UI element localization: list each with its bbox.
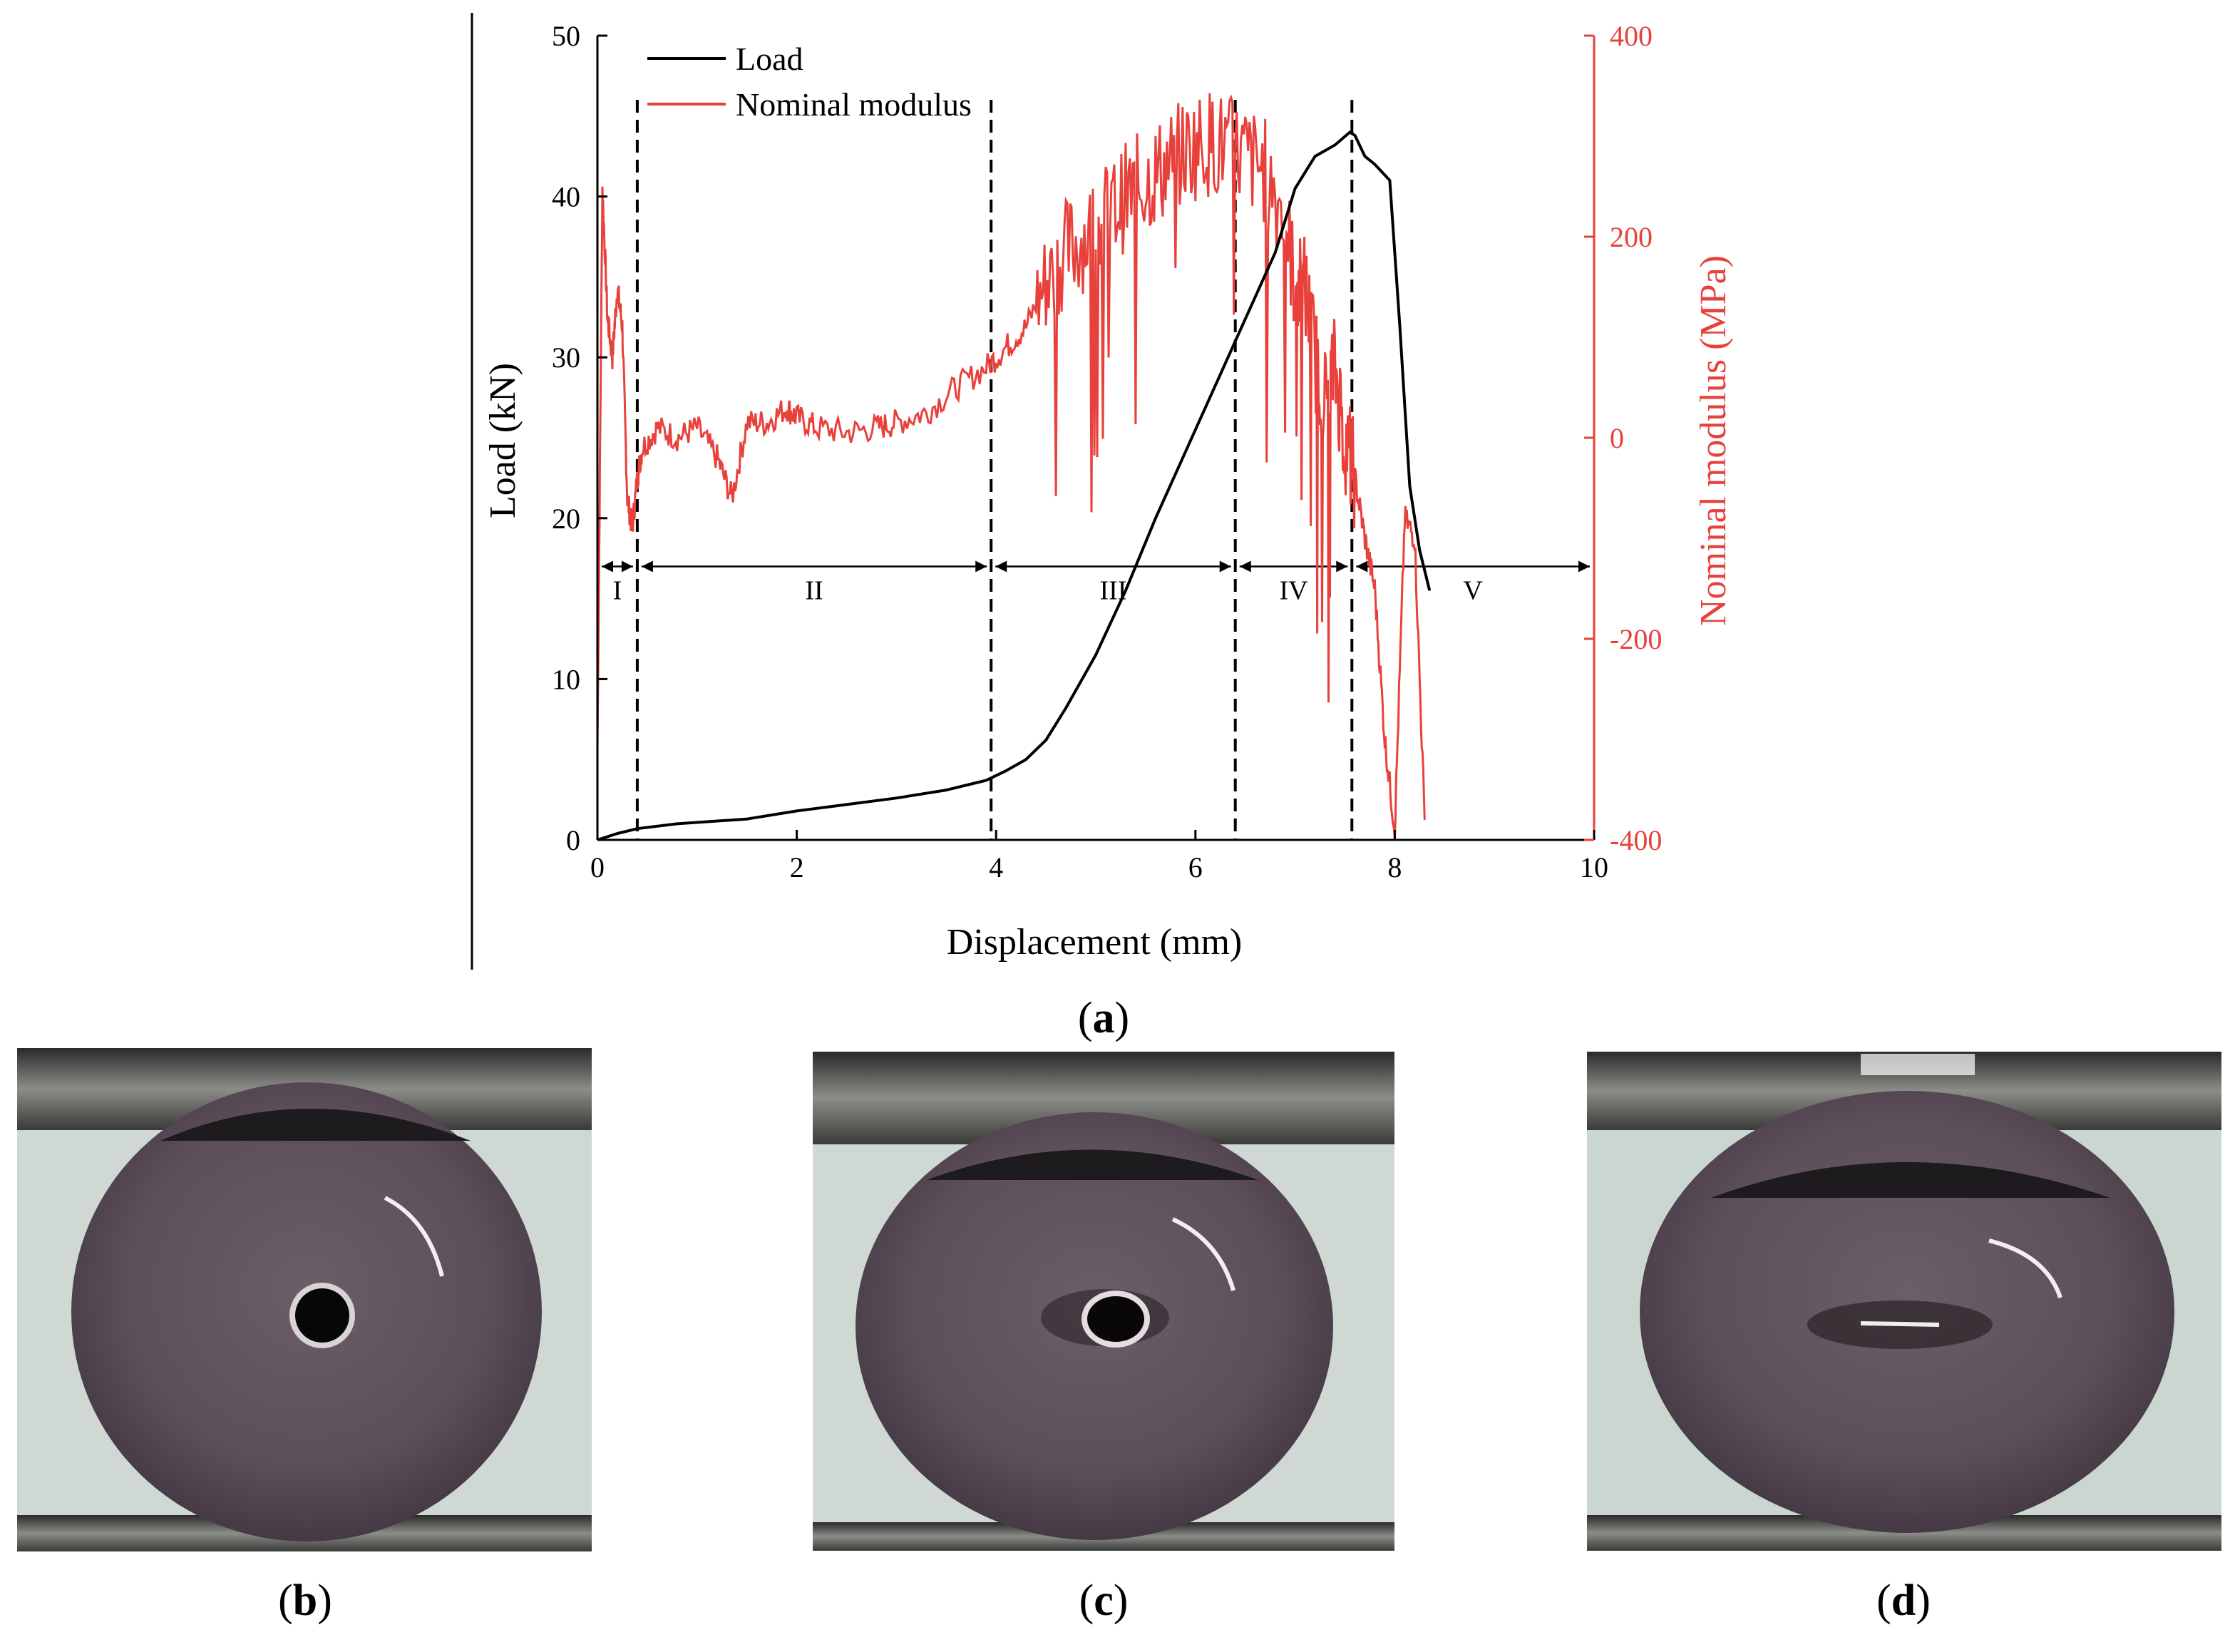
legend-label-load: Load — [736, 41, 803, 77]
stage-arrowhead-left — [1239, 560, 1251, 573]
y-right-tick-label: -200 — [1610, 623, 1662, 655]
panel-label-b: (b) — [278, 1576, 332, 1625]
y-left-tick-label: 30 — [552, 342, 580, 374]
stage-label: V — [1463, 575, 1483, 605]
x-tick-label: 6 — [1188, 851, 1203, 883]
photo-d — [1587, 1052, 2221, 1551]
y-left-tick-label: 0 — [566, 824, 580, 856]
y-right-tick-label: -400 — [1610, 824, 1662, 856]
x-tick-label: 8 — [1387, 851, 1402, 883]
legend-label-modulus: Nominal modulus — [736, 86, 972, 123]
chart-a: I II III IV V 0 2 4 6 8 1001020304050-400-2000200… — [483, 20, 1734, 963]
y-left-tick-label: 50 — [552, 20, 580, 52]
y-axis-right-label: Nominal modulus (MPa) — [1693, 255, 1734, 626]
stage-label: IV — [1279, 575, 1308, 605]
panel-label-b-letter: b — [293, 1576, 317, 1625]
x-tick-label: 4 — [989, 851, 1003, 883]
panel-label-a: (a) — [1078, 994, 1129, 1042]
stage-boundary-lines — [635, 100, 1354, 840]
stage-arrowhead-right — [621, 560, 633, 573]
stage-label: III — [1099, 575, 1126, 605]
panel-label-d: (d) — [1876, 1576, 1931, 1625]
x-tick-label: 0 — [590, 851, 605, 883]
stage-arrowhead-right — [975, 560, 987, 573]
x-tick-label: 2 — [790, 851, 804, 883]
series-layer — [596, 93, 1432, 841]
panel-label-a-letter: a — [1093, 994, 1115, 1042]
panel-label-c-letter: c — [1094, 1576, 1114, 1625]
stage-label: II — [805, 575, 823, 605]
stage-arrowhead-left — [602, 560, 613, 573]
ticks: 0 2 4 6 8 10 0 10 20 30 40 50 -400 -200 0 200 400 — [552, 20, 1662, 883]
x-axis-label: Displacement (mm) — [947, 922, 1242, 963]
stage-arrows: I II III IV V — [602, 560, 1590, 605]
y-right-tick-label: 0 — [1610, 422, 1624, 454]
axes — [596, 36, 1596, 841]
series-line-load — [597, 130, 1432, 841]
y-right-tick-label: 200 — [1610, 221, 1653, 253]
series-line-nominal-modulus — [596, 93, 1426, 841]
stage-arrowhead-right — [1336, 560, 1348, 573]
stage-arrowhead-left — [995, 560, 1007, 573]
photo-c — [813, 1052, 1394, 1551]
x-tick-label: 10 — [1580, 851, 1608, 883]
photo-b — [17, 1048, 592, 1551]
legend: Load Nominal modulus — [647, 41, 972, 123]
stage-arrowhead-right — [1578, 560, 1590, 573]
stage-arrowhead-right — [1219, 560, 1231, 573]
panel-label-c: (c) — [1079, 1576, 1129, 1625]
y-left-tick-label: 20 — [552, 503, 580, 535]
stage-arrowhead-left — [1356, 560, 1368, 573]
y-axis-left-label: Load (kN) — [483, 363, 523, 518]
y-left-tick-label: 40 — [552, 181, 580, 213]
stage-label: I — [613, 575, 622, 605]
y-left-tick-label: 10 — [552, 663, 580, 695]
panel-label-d-letter: d — [1891, 1576, 1916, 1625]
stage-arrowhead-left — [641, 560, 653, 573]
y-right-tick-label: 400 — [1610, 20, 1653, 52]
